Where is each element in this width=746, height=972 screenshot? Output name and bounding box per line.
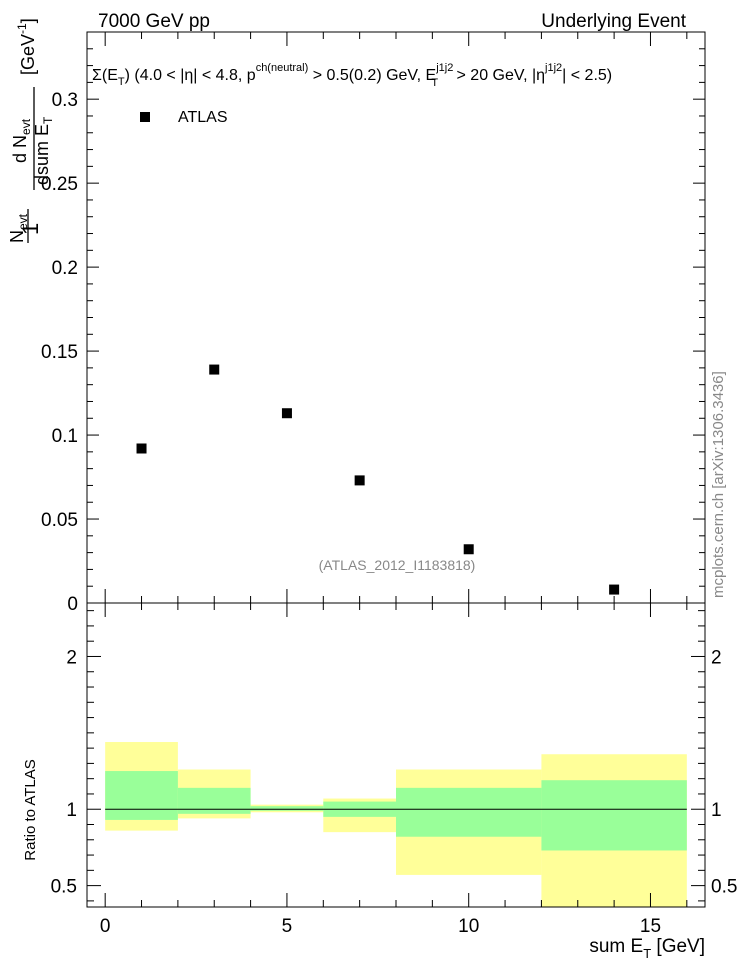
stat-band xyxy=(396,787,542,837)
ratio-xtick-label: 15 xyxy=(640,916,661,937)
ylabel-one: 1 xyxy=(18,223,43,235)
legend-marker xyxy=(140,112,150,122)
main-ytick-label: 0.2 xyxy=(52,258,78,279)
main-ytick-label: 0.3 xyxy=(52,90,78,111)
data-point xyxy=(281,408,292,419)
ylabel-unit: [GeV-1] xyxy=(15,18,38,75)
ratio-ytick-label: 1 xyxy=(66,800,77,821)
stat-band xyxy=(177,787,251,814)
data-point xyxy=(609,584,620,595)
data-point xyxy=(136,443,147,454)
side-label: mcplots.cern.ch [arXiv:1306.3436] xyxy=(710,371,727,598)
main-ytick-label: 0 xyxy=(67,594,78,615)
ratio-xtick-label: 10 xyxy=(458,916,479,937)
ratio-ytick-label-right: 0.5 xyxy=(711,877,737,898)
stat-band xyxy=(105,771,178,820)
ratio-ytick-label: 0.5 xyxy=(51,877,77,898)
stat-band xyxy=(541,780,687,851)
main-ytick-label: 0.1 xyxy=(52,426,78,447)
y-axis-label-main: 1 Nevt d Nevt dsum ET [GeV-1] xyxy=(7,18,55,243)
main-ytick-label: 0.05 xyxy=(41,510,78,531)
data-point xyxy=(463,544,474,555)
data-point xyxy=(354,475,365,486)
stat-band xyxy=(250,806,324,811)
ratio-xtick-label: 0 xyxy=(100,916,111,937)
main-ytick-label: 0.25 xyxy=(41,174,78,195)
main-ytick-label: 0.15 xyxy=(41,342,78,363)
ylabel-dn: d Nevt xyxy=(10,118,33,163)
analysis-tag: (ATLAS_2012_I1183818) xyxy=(319,557,476,573)
ratio-xtick-label: 5 xyxy=(282,916,293,937)
header-left: 7000 GeV pp xyxy=(98,11,210,32)
header-right: Underlying Event xyxy=(541,11,686,32)
ratio-ytick-label-right: 2 xyxy=(711,647,722,668)
ylabel-nevt: Nevt xyxy=(7,213,30,243)
x-axis-label: sum ET [GeV] xyxy=(589,936,705,961)
ylabel-dsum: dsum ET xyxy=(32,116,55,185)
cut-text: Σ(ET) (4.0 < |η| < 4.8, pch(neutral) > 0… xyxy=(92,62,612,89)
ratio-panel: 0.5 0.5 1 1 2 2 0 5 10 15 xyxy=(51,602,737,937)
y-axis-label-ratio: Ratio to ATLAS xyxy=(22,759,39,860)
ratio-ytick-label-right: 1 xyxy=(711,800,722,821)
data-point xyxy=(209,364,220,375)
ratio-ytick-label: 2 xyxy=(66,647,77,668)
legend-label: ATLAS xyxy=(178,109,228,126)
